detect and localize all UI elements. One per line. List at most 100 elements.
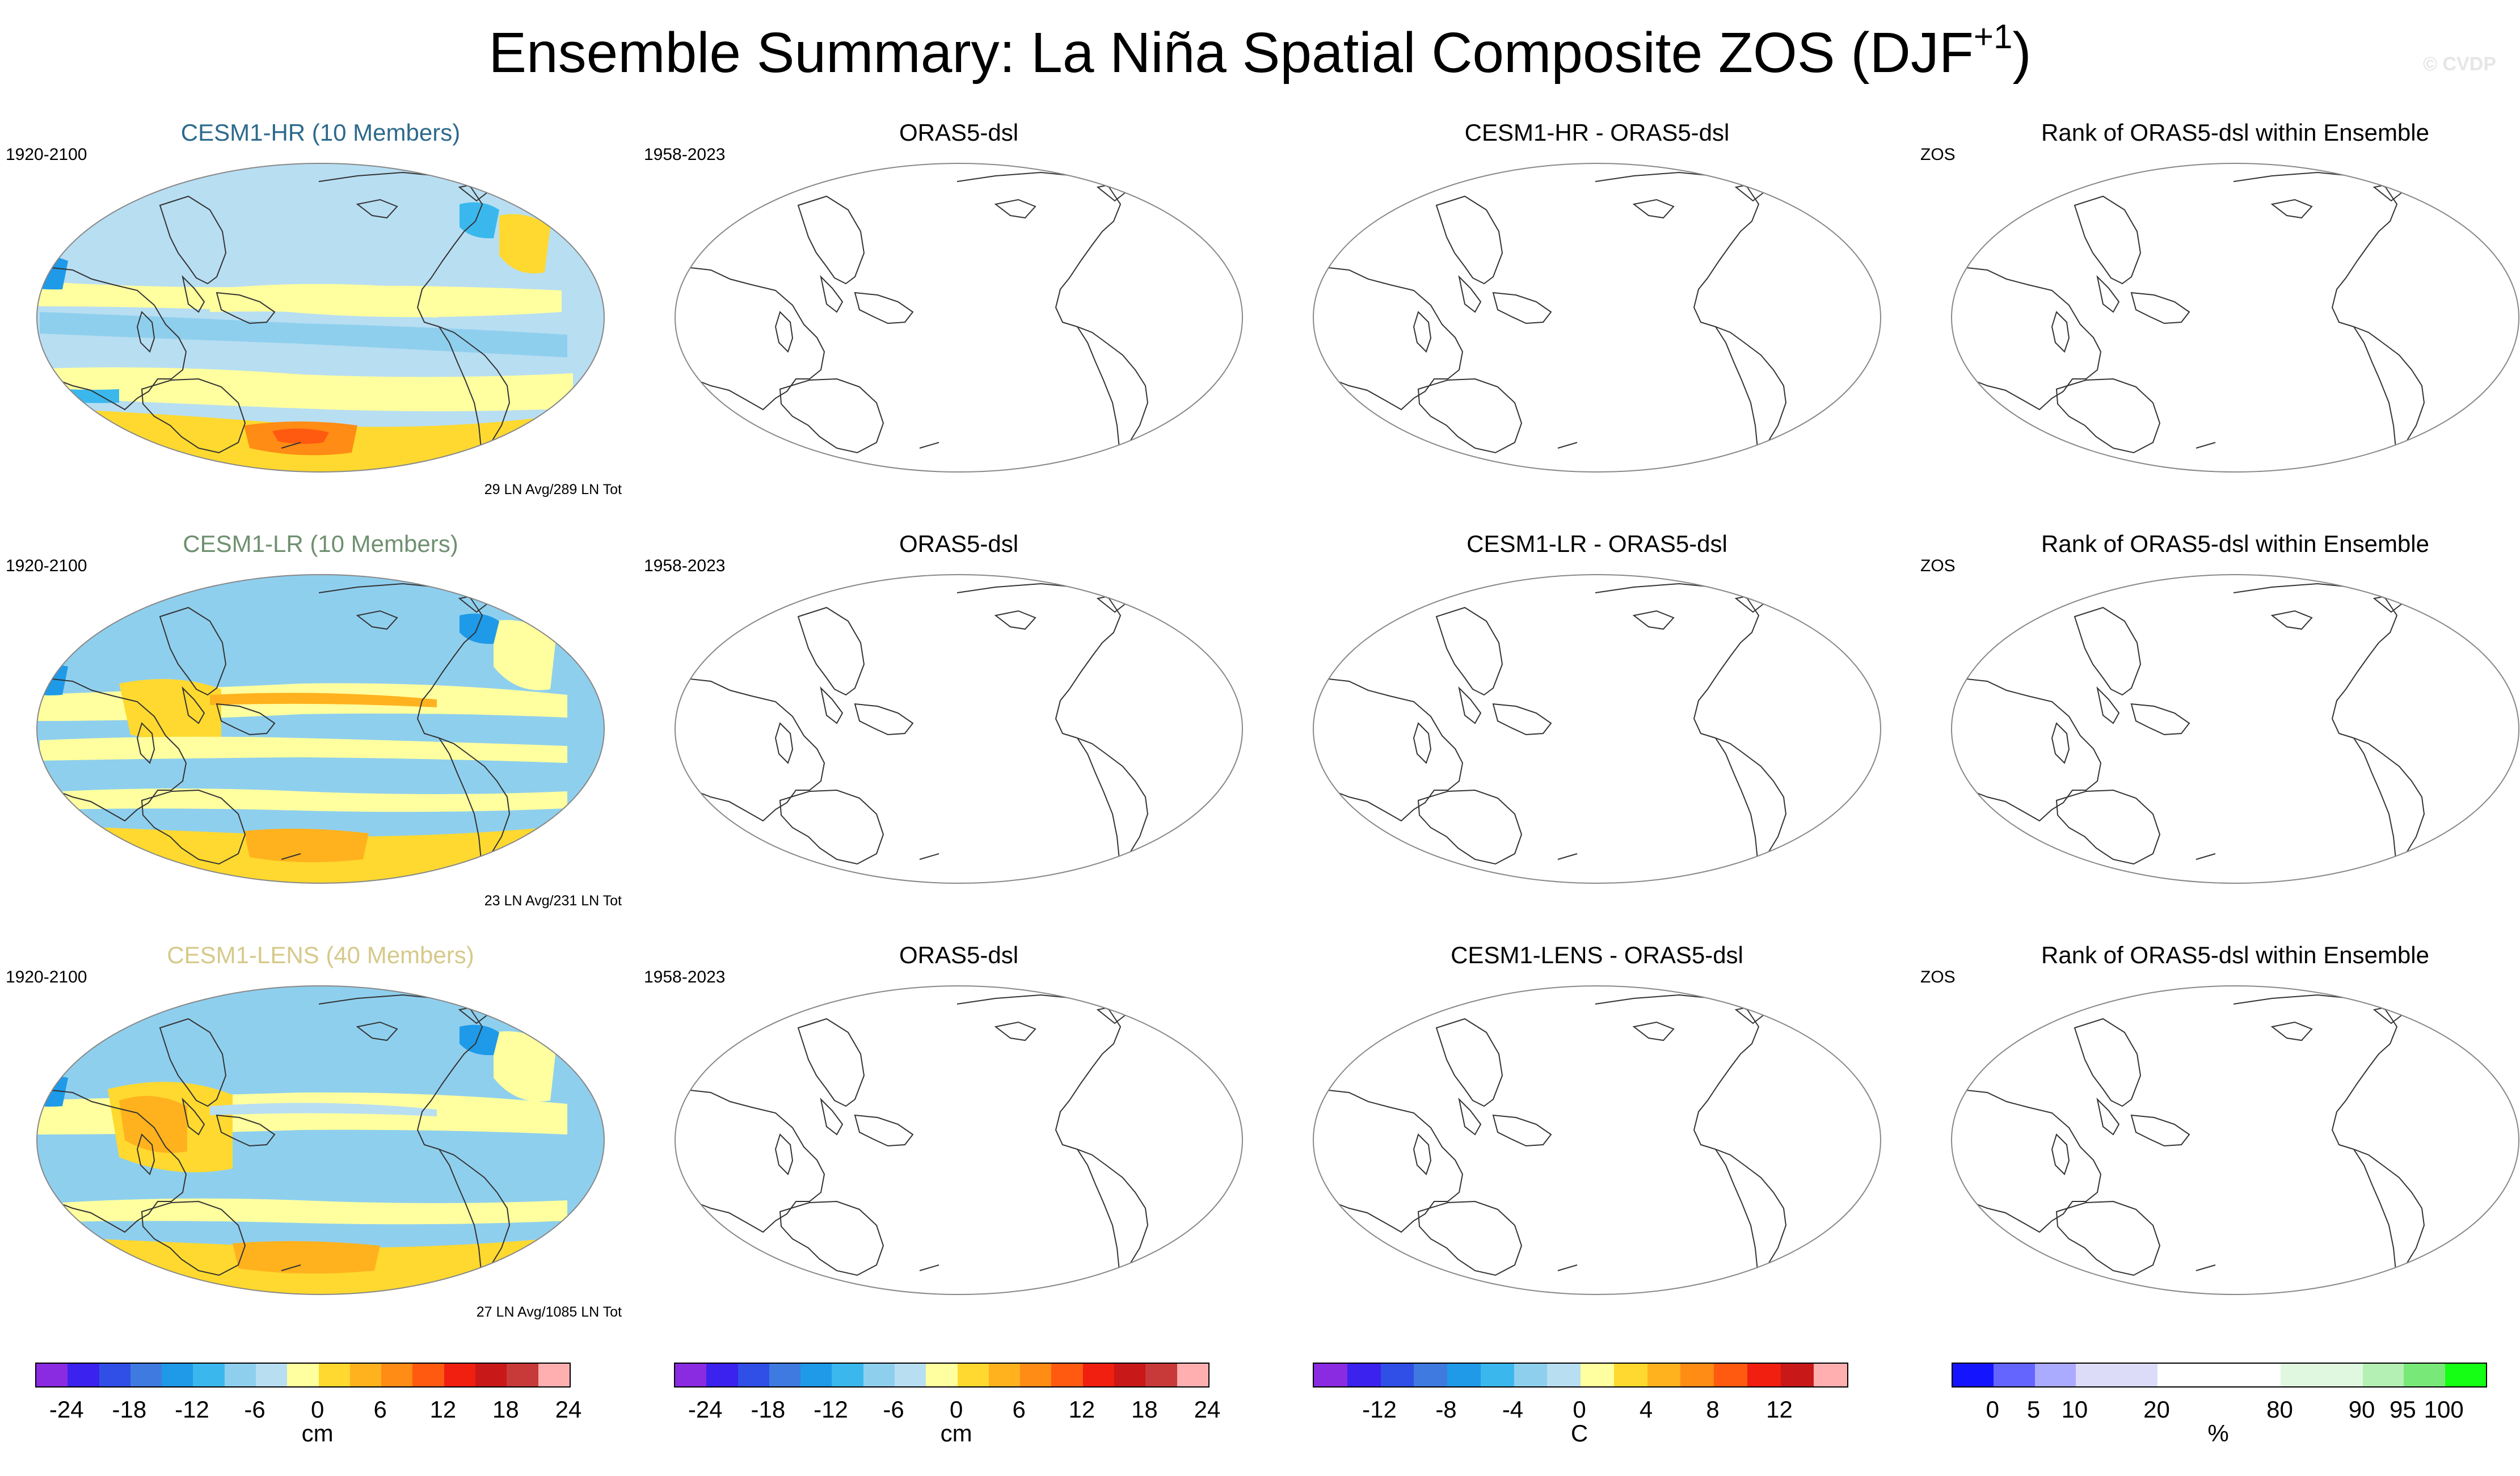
event-count-note: 29 LN Avg/289 LN Tot — [484, 482, 622, 497]
colorbar-swatch — [1414, 1364, 1447, 1386]
colorbar-swatch — [349, 1364, 382, 1386]
obs-map-row-1 — [675, 163, 1243, 473]
panel-title: CESM1-HR - ORAS5-dsl — [1464, 119, 1730, 146]
colorbar-swatch — [1480, 1364, 1514, 1386]
colorbar-tick-label: 8 — [1706, 1396, 1720, 1423]
legend-rank: 0 5 10 20 80 90 95 100% — [1952, 1363, 2487, 1476]
panel-title: CESM1-LR - ORAS5-dsl — [1467, 530, 1727, 557]
colorbar-swatch — [2117, 1364, 2158, 1386]
colorbar-tick-label: 90 — [2348, 1396, 2375, 1423]
copyright-label: © CVDP — [2423, 53, 2496, 75]
colorbar-tick-label: -12 — [814, 1396, 848, 1423]
model-map-row-2 — [36, 574, 605, 884]
colorbar-tick-label: 12 — [429, 1396, 457, 1423]
colorbar-swatch — [2034, 1364, 2076, 1386]
panel-obs-row-2: ORAS5-dsl 1958-2023 — [644, 530, 1274, 916]
year-range-label: 1920-2100 — [6, 968, 87, 986]
colorbar-tick-label: -24 — [49, 1396, 84, 1423]
colorbar-swatch — [1347, 1364, 1381, 1386]
colorbar-tick-label: -12 — [175, 1396, 209, 1423]
colorbar-swatch — [2321, 1364, 2363, 1386]
colorbar-swatch — [2157, 1364, 2199, 1386]
colorbar-swatch — [2075, 1364, 2117, 1386]
panel-title: CESM1-HR (10 Members) — [180, 119, 461, 146]
colorbar-swatch — [1953, 1364, 1994, 1386]
panel-title: CESM1-LENS (40 Members) — [167, 942, 474, 968]
panel-obs-row-1: ORAS5-dsl 1958-2023 — [644, 119, 1274, 505]
panel-model-row-2: CESM1-LR (10 Members) 1920-2100 23 LN Avg/… — [6, 530, 635, 916]
panel-model-row-3: CESM1-LENS (40 Members) 1920-2100 27 LN Av… — [6, 942, 635, 1327]
colorbar-swatch — [1114, 1364, 1146, 1386]
colorbar-swatch — [381, 1364, 413, 1386]
colorbar-swatch — [1647, 1364, 1681, 1386]
diff-map-row-2 — [1313, 574, 1881, 884]
colorbar-tick-label: 18 — [492, 1396, 519, 1423]
year-range-label: 1920-2100 — [6, 145, 87, 164]
colorbar-tick-label: 0 — [310, 1396, 325, 1423]
panel-model-row-1: CESM1-HR (10 Members) 1920-2100 29 LN Avg/… — [6, 119, 635, 505]
colorbar-tick-label: 0 — [949, 1396, 963, 1423]
year-range-label: 1958-2023 — [644, 968, 726, 986]
colorbar-swatch — [255, 1364, 288, 1386]
colorbar-tick-label: 100 — [2424, 1396, 2464, 1423]
colorbar-swatch — [2404, 1364, 2445, 1386]
colorbar-swatch — [68, 1364, 99, 1386]
colorbar — [35, 1363, 571, 1388]
colorbar-tick-label: 6 — [373, 1396, 387, 1423]
colorbar-swatch — [894, 1364, 926, 1386]
colorbar-tick-label: 6 — [1012, 1396, 1026, 1423]
colorbar-swatch — [507, 1364, 538, 1386]
colorbar-unit-label: % — [2207, 1420, 2229, 1447]
model-map-row-3 — [36, 985, 605, 1295]
model-map-row-1 — [36, 163, 605, 473]
rank-map-row-3 — [1951, 985, 2519, 1295]
colorbar-tick-label: 0 — [1986, 1396, 1999, 1423]
colorbar — [1952, 1363, 2487, 1388]
panel-title: ORAS5-dsl — [899, 942, 1019, 968]
year-range-label: 1920-2100 — [6, 556, 87, 575]
variable-label: ZOS — [1920, 968, 1956, 986]
obs-map-row-3 — [675, 985, 1243, 1295]
colorbar-swatch — [2198, 1364, 2240, 1386]
panel-title: ORAS5-dsl — [899, 119, 1019, 146]
colorbar-swatch — [1747, 1364, 1781, 1386]
year-range-label: 1958-2023 — [644, 556, 726, 575]
colorbar-unit-label: cm — [940, 1420, 972, 1447]
colorbar-swatch — [2362, 1364, 2404, 1386]
colorbar-unit-label: cm — [301, 1420, 334, 1447]
colorbar-swatch — [1447, 1364, 1481, 1386]
colorbar-swatch — [412, 1364, 444, 1386]
colorbar-tick-label: 95 — [2390, 1396, 2416, 1423]
colorbar-swatch — [1547, 1364, 1581, 1386]
colorbar-swatch — [224, 1364, 256, 1386]
variable-label: ZOS — [1920, 145, 1956, 164]
colorbar-tick-label: 0 — [1573, 1396, 1586, 1423]
colorbar-tick-label: 18 — [1131, 1396, 1158, 1423]
figure-title: Ensemble Summary: La Niña Spatial Compos… — [488, 18, 2032, 85]
colorbar-swatch — [769, 1364, 801, 1386]
colorbar-tick-label: -24 — [688, 1396, 723, 1423]
colorbar-swatch — [1177, 1364, 1208, 1386]
colorbar-swatch — [926, 1364, 958, 1386]
colorbar-swatch — [193, 1364, 225, 1386]
rank-map-row-1 — [1951, 163, 2519, 473]
obs-map-row-2 — [675, 574, 1243, 884]
colorbar-tick-label: -6 — [883, 1396, 904, 1423]
event-count-note: 23 LN Avg/231 LN Tot — [484, 893, 622, 909]
colorbar-swatch — [988, 1364, 1021, 1386]
panel-diff-row-3: CESM1-LENS - ORAS5-dsl — [1282, 942, 1912, 1327]
panel-title: CESM1-LR (10 Members) — [183, 530, 458, 557]
colorbar-swatch — [1020, 1364, 1052, 1386]
colorbar-tick-label: 20 — [2143, 1396, 2170, 1423]
colorbar-tick-label: 12 — [1766, 1396, 1793, 1423]
colorbar-tick-label: 24 — [555, 1396, 582, 1423]
panel-title: Rank of ORAS5-dsl within Ensemble — [2041, 530, 2429, 557]
colorbar-swatch — [1380, 1364, 1414, 1386]
colorbar-tick-label: -18 — [751, 1396, 786, 1423]
legend-diff: -12 -8 -4 0 4 8 12 C — [1313, 1363, 1848, 1476]
panel-diff-row-2: CESM1-LR - ORAS5-dsl — [1282, 530, 1912, 916]
colorbar-swatch — [2240, 1364, 2281, 1386]
colorbar-tick-label: -18 — [112, 1396, 147, 1423]
colorbar-tick-label: -12 — [1362, 1396, 1397, 1423]
colorbar-swatch — [1514, 1364, 1548, 1386]
